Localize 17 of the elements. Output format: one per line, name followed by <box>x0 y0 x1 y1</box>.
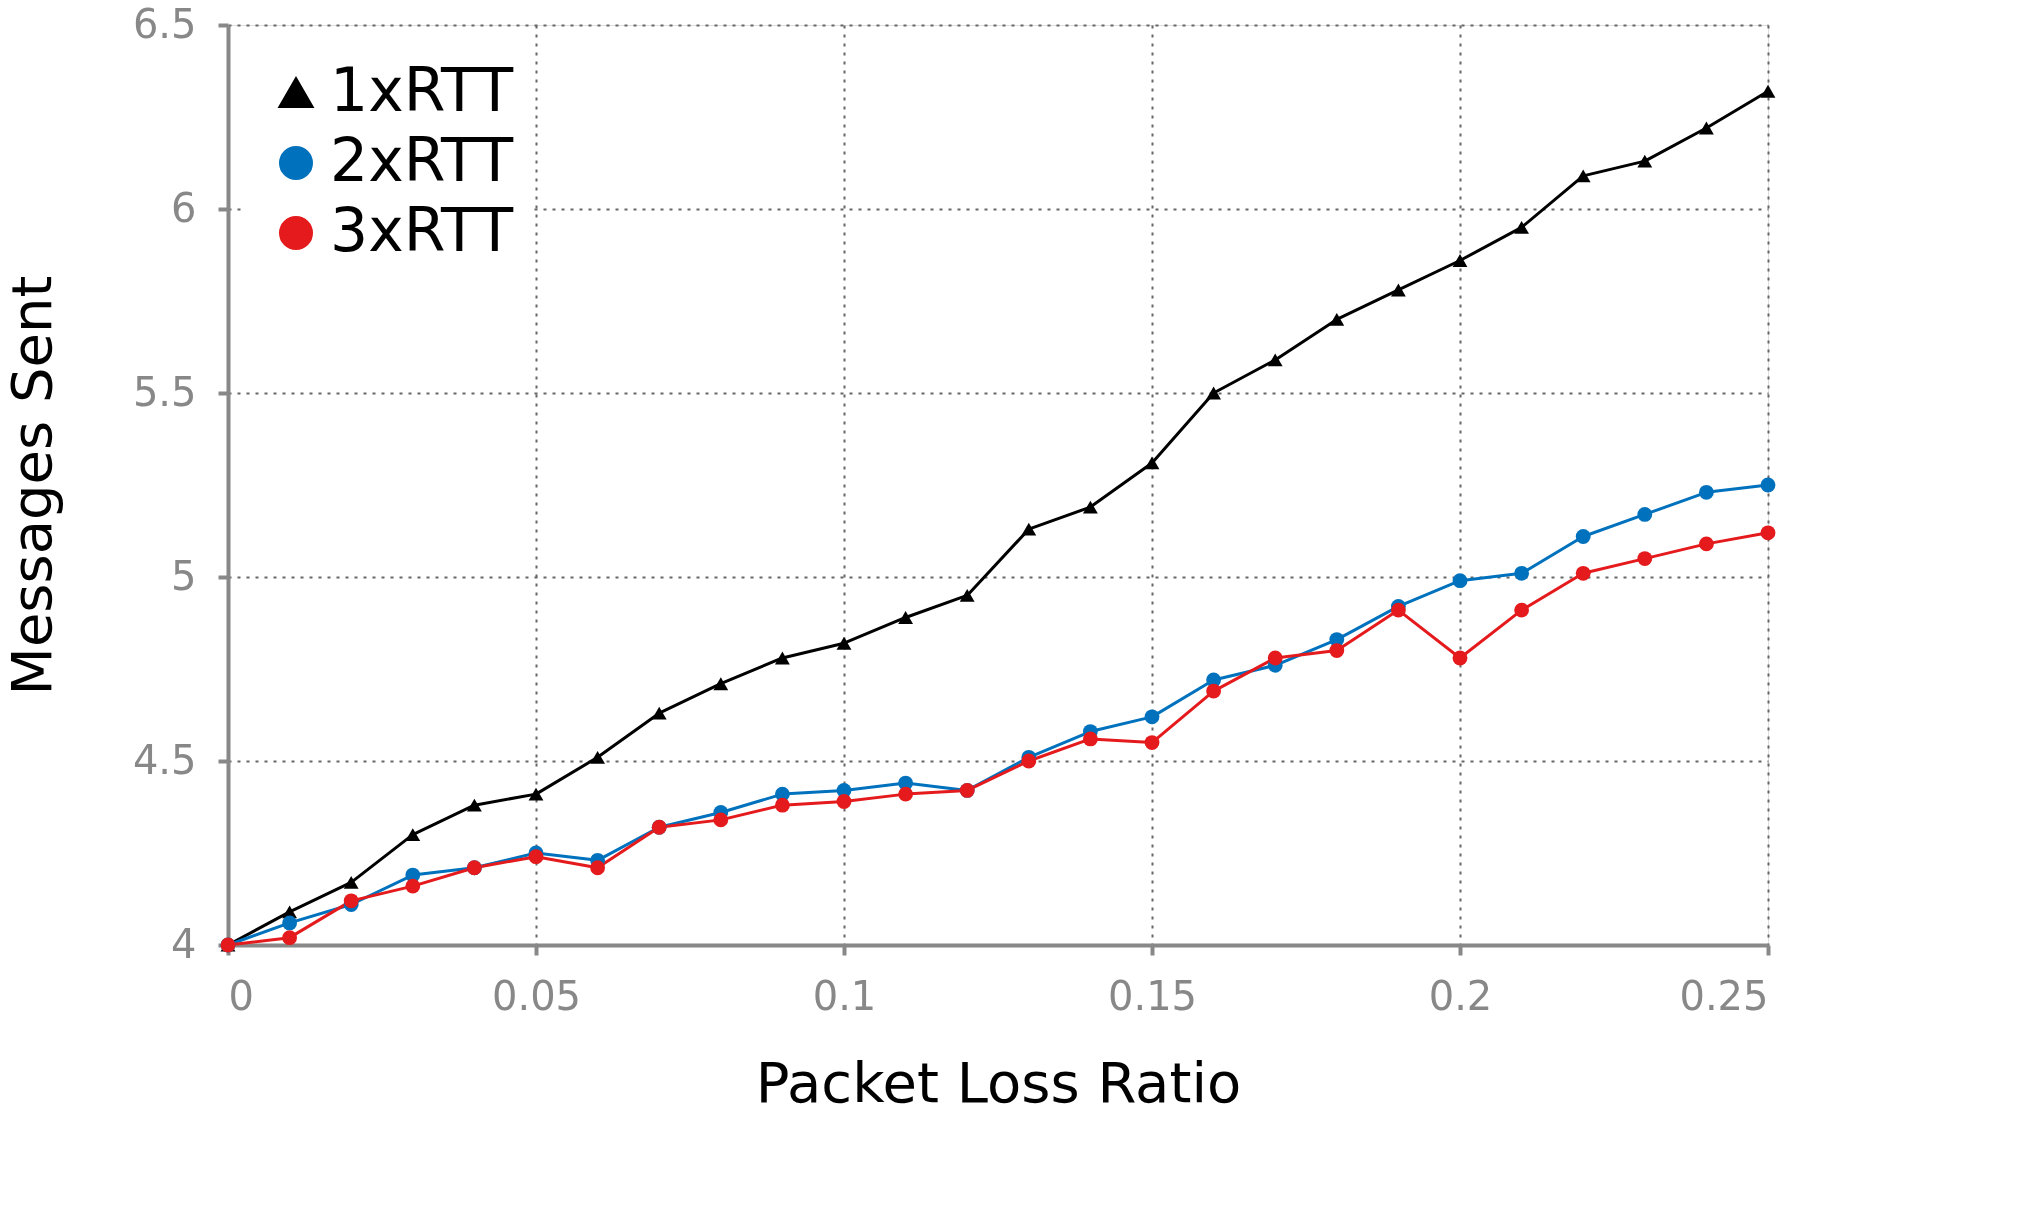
y-tick-label: 6.5 <box>132 0 197 47</box>
y-tick-label: 5 <box>171 552 197 599</box>
y-tick-label: 4.5 <box>132 736 197 783</box>
legend-label: 2xRTT <box>330 125 514 195</box>
legend-label: 1xRTT <box>330 55 514 125</box>
x-tick-label: 0.25 <box>1679 972 1769 1019</box>
legend-label: 3xRTT <box>330 195 514 265</box>
y-tick-label: 6 <box>171 184 197 231</box>
y-tick-label: 4 <box>171 920 197 967</box>
x-tick-label: 0.1 <box>812 972 877 1019</box>
x-tick-label: 0.05 <box>491 972 582 1019</box>
x-tick-label: 0.15 <box>1107 972 1198 1019</box>
x-tick-label: 0 <box>228 972 254 1019</box>
y-axis-title: Messages Sent <box>0 275 64 696</box>
x-axis-title: Packet Loss Ratio <box>755 1049 1242 1115</box>
y-tick-label: 5.5 <box>132 368 197 415</box>
x-tick-label: 0.2 <box>1428 972 1493 1019</box>
